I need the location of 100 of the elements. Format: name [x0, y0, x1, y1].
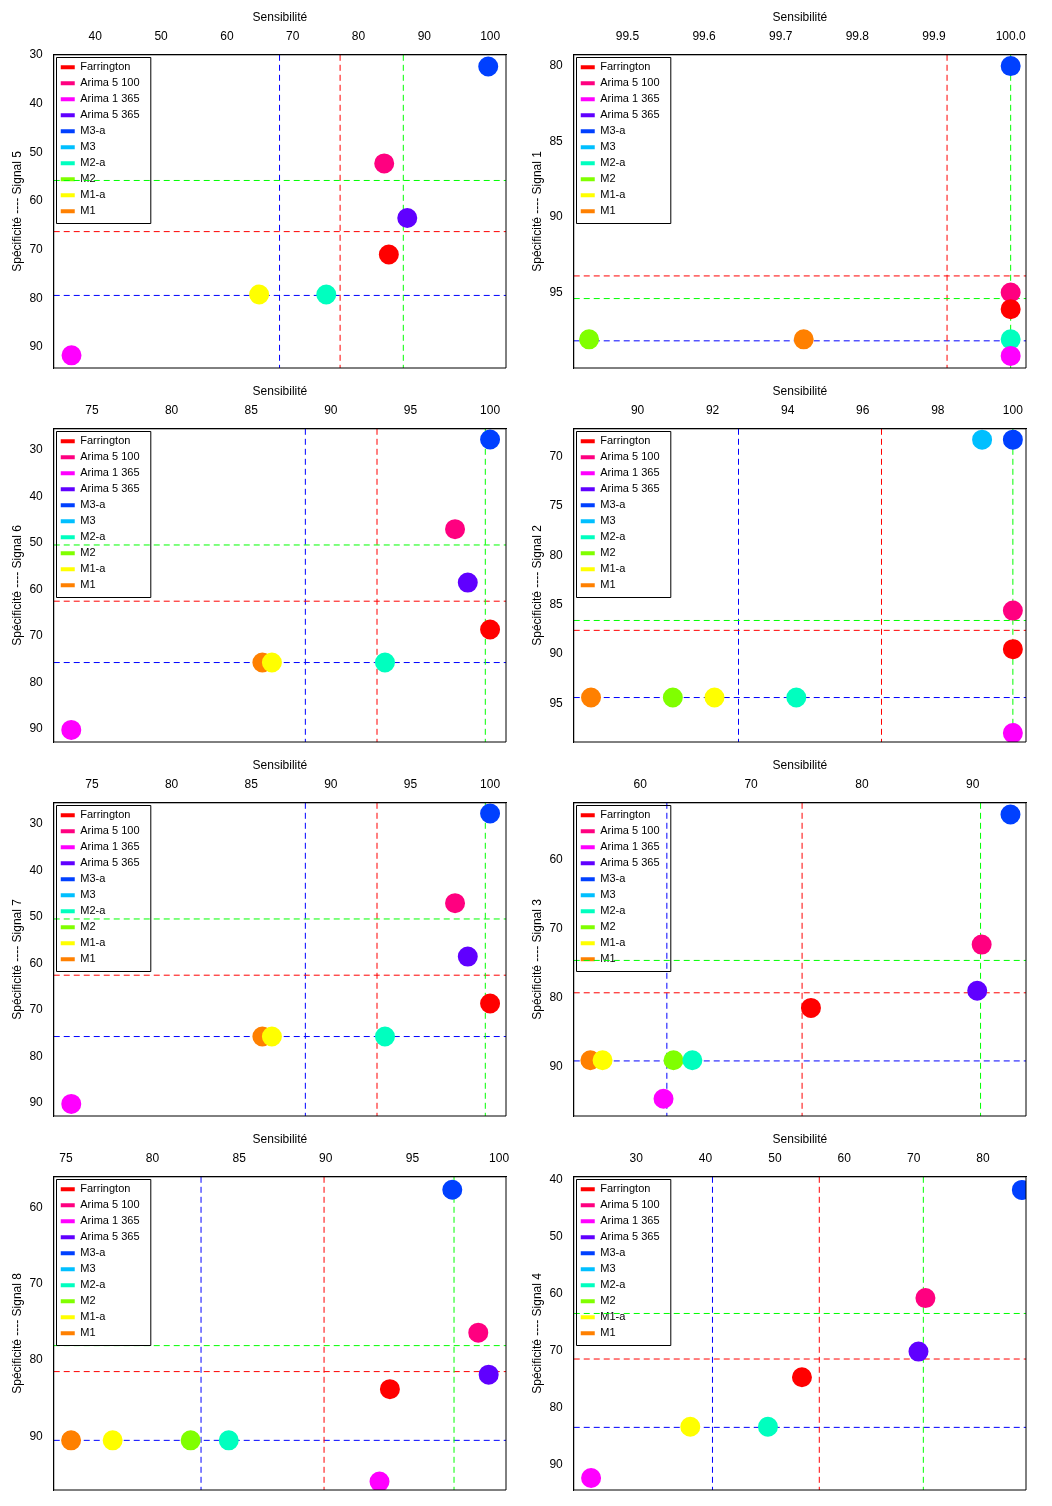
legend-label: Arima 1 365 — [80, 466, 140, 479]
legend-label: M1-a — [600, 1310, 627, 1323]
point — [1002, 600, 1023, 621]
x-axis-title: Sensibilité — [772, 1131, 828, 1146]
x-tick-label: 85 — [244, 776, 259, 791]
legend-label: Arima 5 100 — [600, 76, 660, 89]
y-tick-label: 90 — [549, 1456, 564, 1471]
legend-label: M2-a — [600, 156, 627, 169]
point — [971, 934, 992, 955]
point — [457, 946, 478, 967]
point — [1002, 723, 1023, 742]
point — [261, 1026, 282, 1047]
x-tick-label: 50 — [768, 1150, 782, 1165]
x-tick-label: 100 — [489, 1150, 510, 1165]
y-tick-label: 70 — [29, 1002, 44, 1017]
legend-label: Farrington — [80, 60, 131, 73]
point — [61, 1430, 82, 1451]
point — [379, 1379, 400, 1400]
legend-label: Arima 5 365 — [600, 482, 660, 495]
x-tick-label: 40 — [698, 1150, 713, 1165]
y-tick-label: 80 — [549, 1399, 564, 1414]
legend-label: M2-a — [600, 904, 627, 917]
legend-label: M3 — [600, 140, 616, 153]
point — [967, 980, 988, 1001]
x-tick-label: 100.0 — [995, 28, 1027, 43]
point — [581, 1468, 602, 1489]
y-tick-label: 60 — [29, 193, 44, 208]
x-tick-label: 60 — [220, 28, 234, 43]
y-tick-label: 50 — [29, 535, 44, 550]
x-tick-label: 80 — [351, 28, 366, 43]
legend-label: M1 — [600, 1326, 616, 1339]
x-tick-label: 99.6 — [692, 28, 717, 43]
x-tick-label: 60 — [837, 1150, 852, 1165]
legend-label: Arima 1 365 — [80, 840, 140, 853]
legend-label: M3-a — [600, 498, 627, 511]
point — [445, 893, 466, 914]
legend-label: M3 — [80, 140, 96, 153]
y-tick-label: 90 — [549, 646, 564, 661]
point — [374, 153, 395, 174]
legend-label: M3-a — [600, 872, 627, 885]
x-tick-label: 75 — [59, 1150, 73, 1165]
point — [218, 1430, 239, 1451]
x-tick-label: 75 — [85, 776, 99, 791]
legend-label: M1 — [80, 1326, 96, 1339]
y-tick-label: 70 — [29, 1276, 44, 1291]
legend-label: M3 — [600, 888, 616, 901]
legend-label: M2-a — [600, 530, 627, 543]
point — [793, 329, 814, 350]
legend-label: Arima 1 365 — [80, 1214, 140, 1227]
point — [369, 1471, 390, 1490]
y-tick-label: 70 — [29, 241, 44, 256]
legend-label: M3 — [80, 514, 96, 527]
y-axis-title: Spécificité ---- Signal 4 — [529, 1272, 544, 1394]
y-axis-title: Spécificité ---- Signal 1 — [529, 150, 544, 272]
y-tick-label: 90 — [29, 1428, 44, 1443]
y-tick-label: 95 — [549, 284, 564, 299]
legend-label: Farrington — [80, 434, 131, 447]
point — [61, 1093, 82, 1114]
x-tick-label: 99.9 — [922, 28, 947, 43]
x-tick-label: 80 — [164, 776, 179, 791]
legend-label: M2 — [600, 920, 616, 933]
y-tick-label: 40 — [549, 1171, 564, 1186]
point — [457, 572, 478, 593]
y-tick-label: 80 — [549, 989, 564, 1004]
legend-label: M1-a — [80, 188, 107, 201]
legend-label: Farrington — [600, 434, 651, 447]
legend-label: M2 — [600, 172, 616, 185]
y-tick-label: 50 — [29, 144, 44, 159]
x-tick-label: 90 — [966, 776, 980, 791]
y-axis-title: Spécificité ---- Signal 2 — [529, 524, 544, 646]
legend-label: M3 — [80, 888, 96, 901]
x-tick-label: 99.8 — [845, 28, 870, 43]
x-axis-title: Sensibilité — [252, 9, 308, 24]
point — [1000, 299, 1021, 320]
y-tick-label: 80 — [29, 674, 44, 689]
x-tick-label: 100 — [480, 776, 501, 791]
point — [480, 993, 501, 1014]
legend-label: Farrington — [600, 60, 651, 73]
legend-label: Arima 5 365 — [80, 856, 140, 869]
point — [442, 1179, 463, 1200]
y-tick-label: 60 — [549, 1285, 564, 1300]
x-axis-title: Sensibilité — [772, 383, 828, 398]
point — [915, 1288, 936, 1309]
x-tick-label: 60 — [633, 776, 648, 791]
x-tick-label: 90 — [324, 776, 338, 791]
legend-label: Arima 5 365 — [80, 482, 140, 495]
y-tick-label: 70 — [549, 1342, 564, 1357]
legend-label: M2-a — [80, 156, 107, 169]
point — [680, 1416, 701, 1437]
point — [378, 244, 399, 265]
y-tick-label: 80 — [29, 290, 44, 305]
point — [704, 687, 725, 708]
y-tick-label: 80 — [29, 1352, 44, 1367]
legend-label: Arima 5 100 — [80, 824, 140, 837]
y-tick-label: 70 — [29, 628, 44, 643]
point — [374, 652, 395, 673]
y-tick-label: 80 — [29, 1048, 44, 1063]
x-tick-label: 75 — [85, 402, 99, 417]
y-tick-label: 70 — [549, 448, 564, 463]
legend-label: M1 — [600, 578, 616, 591]
